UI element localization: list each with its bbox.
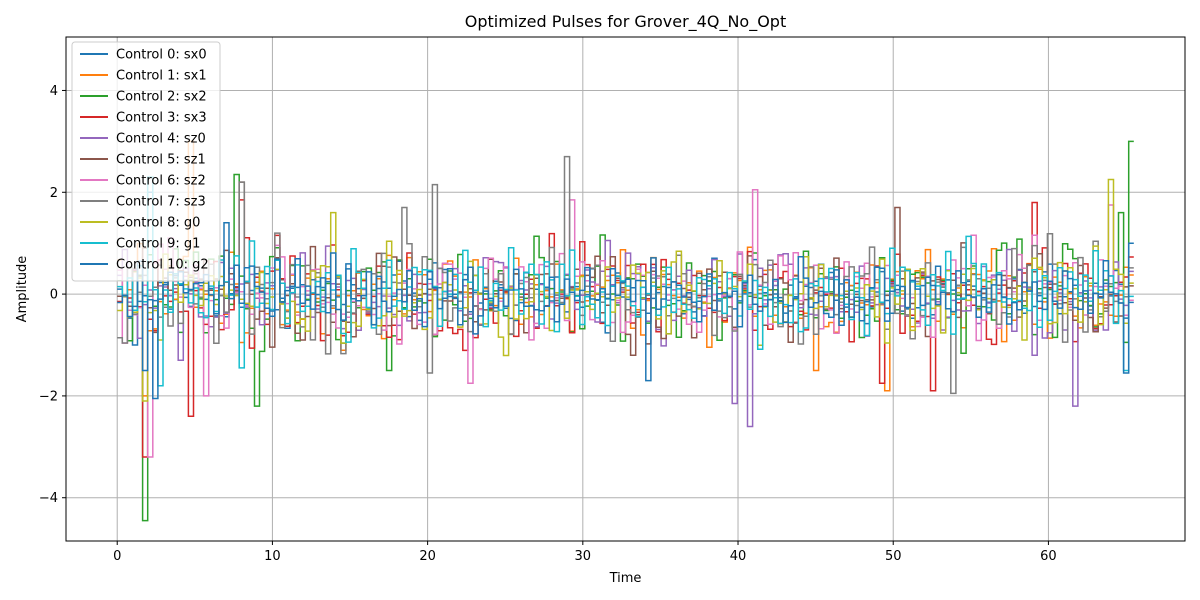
series-line-6	[117, 188, 1134, 458]
y-tick-label-4: 4	[50, 84, 58, 99]
legend-entry-1: Control 1: sx1	[116, 69, 207, 84]
y-tick-label-2: 0	[50, 288, 58, 303]
chart-title: Optimized Pulses for Grover_4Q_No_Opt	[465, 12, 786, 32]
axis-ticks: 0 10 20 30 40 50 60 −4 −2 0 2 4	[39, 84, 1057, 564]
legend-entry-9: Control 9: g1	[116, 237, 200, 252]
legend-entry-4: Control 4: sz0	[116, 132, 206, 147]
y-tick-label-3: 2	[50, 186, 58, 201]
x-tick-label-1: 10	[264, 549, 281, 564]
series-line-8	[117, 178, 1134, 402]
y-tick-label-1: −2	[39, 389, 58, 404]
x-tick-label-4: 40	[730, 549, 747, 564]
series-line-5	[117, 181, 1134, 356]
x-tick-label-5: 50	[885, 549, 902, 564]
x-tick-label-3: 30	[575, 549, 592, 564]
y-tick-label-0: −4	[39, 491, 58, 506]
series-line-10	[117, 222, 1134, 400]
y-axis-label: Amplitude	[15, 256, 30, 323]
x-tick-label-6: 60	[1040, 549, 1057, 564]
legend-entry-3: Control 3: sx3	[116, 111, 207, 126]
series-line-4	[117, 239, 1134, 428]
legend-entry-0: Control 0: sx0	[116, 48, 207, 63]
legend-entry-5: Control 5: sz1	[116, 153, 206, 168]
x-tick-label-2: 20	[419, 549, 436, 564]
x-axis-label: Time	[609, 571, 642, 586]
legend-entry-6: Control 6: sz2	[116, 174, 206, 189]
plot-series	[117, 140, 1134, 522]
legend-entry-10: Control 10: g2	[116, 258, 209, 273]
series-line-9	[117, 176, 1134, 387]
legend: Control 0: sx0 Control 1: sx1 Control 2: s…	[71, 41, 221, 282]
legend-box	[71, 41, 221, 282]
legend-entry-2: Control 2: sx2	[116, 90, 207, 105]
x-tick-label-0: 0	[113, 549, 121, 564]
legend-entry-8: Control 8: g0	[116, 216, 200, 231]
plot-frame	[65, 36, 1186, 542]
legend-entry-7: Control 7: sz3	[116, 195, 206, 210]
